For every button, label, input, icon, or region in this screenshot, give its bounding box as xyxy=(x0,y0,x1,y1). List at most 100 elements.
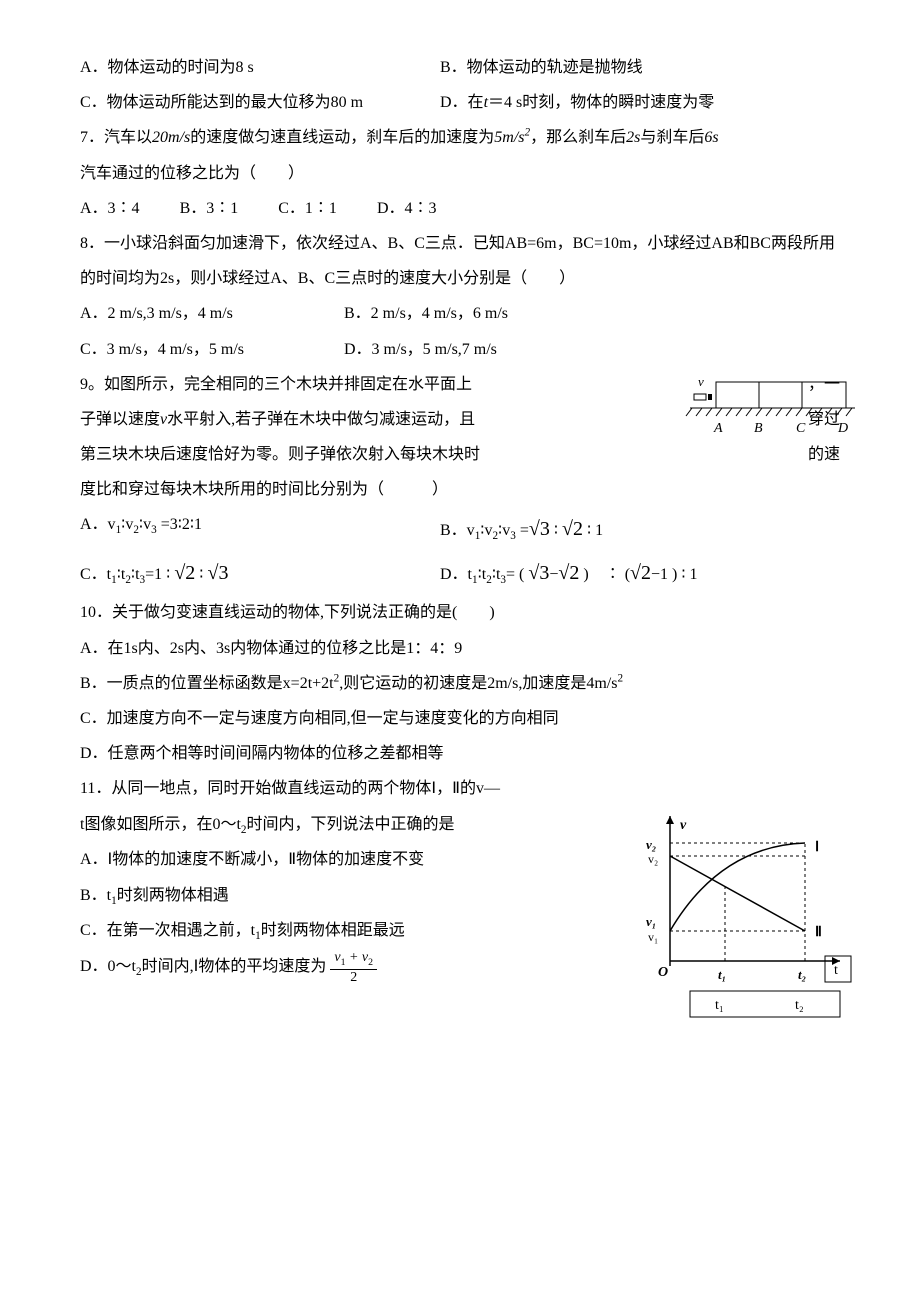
q11fn2: + v xyxy=(345,950,368,965)
q9A-2: ∶v xyxy=(121,516,133,533)
q8-row1: A．2 m/s,3 m/s，4 m/s B．2 m/s，4 m/s，6 m/s xyxy=(80,296,840,331)
q7-t1: 2s xyxy=(626,129,640,146)
q9C-3: ∶t xyxy=(131,566,140,583)
q10-C: C．加速度方向不一定与速度方向相同,但一定与速度变化的方向相同 xyxy=(80,701,840,736)
q6-row2: C．物体运动所能达到的最大位移为80 m D．在t＝4 s时刻，物体的瞬时速度为… xyxy=(80,85,840,120)
q9-fig-C: C xyxy=(796,421,806,436)
q6-A: A．物体运动的时间为8 s xyxy=(80,50,440,85)
q11Db: 时间内,Ⅰ物体的平均速度为 xyxy=(142,958,327,975)
q11-fig-O: O xyxy=(658,965,668,980)
q9-fig-D: D xyxy=(837,421,848,436)
q11-frac-num: v1 + v2 xyxy=(330,950,377,970)
q9D-2: ∶t xyxy=(478,566,487,583)
q9C-s2: √2 xyxy=(174,562,195,584)
q11-fig-II: Ⅱ xyxy=(815,925,822,940)
q9D-s3: √3 xyxy=(528,562,549,584)
q6-row1: A．物体运动的时间为8 s B．物体运动的轨迹是抛物线 xyxy=(80,50,840,85)
q11-l2a: t图像如图所示，在0～t xyxy=(80,816,241,833)
q9D-s2: √2 xyxy=(558,562,579,584)
q9-l4: 度比和穿过每块木块所用的时间比分别为（ ） xyxy=(80,472,840,507)
q11Ca: C．在第一次相遇之前，t xyxy=(80,922,255,939)
q11-figure: v v₂ v₂ v₁ v₁ O t₁ t₂ Ⅰ Ⅱ t t₁ t₂ xyxy=(630,801,860,1021)
q7-s4: 与刹车后 xyxy=(640,129,704,146)
q6-C: C．物体运动所能达到的最大位移为80 m xyxy=(80,85,440,120)
q11Da: D．0～t xyxy=(80,958,136,975)
q8-B: B．2 m/s，4 m/s，6 m/s xyxy=(344,305,508,322)
q9-block: v A B C D 9。如图所示，完全相同的三个木块并 xyxy=(80,367,840,508)
q8-D: D．3 m/s，5 m/s,7 m/s xyxy=(344,341,497,358)
q9-figure: v A B C D xyxy=(680,372,860,442)
q7-t2: 6s xyxy=(704,129,718,146)
q7-s2: 的速度做匀速直线运动，刹车后的加速度为 xyxy=(190,129,494,146)
q6-D-suffix: ＝4 s时刻，物体的瞬时速度为零 xyxy=(488,94,714,111)
q11Cb: 时刻两物体相距最远 xyxy=(261,922,405,939)
q11-fig-v2b: v₂ xyxy=(648,852,658,866)
q9C-s3: √3 xyxy=(207,562,228,584)
q9B-2: ∶v xyxy=(480,522,492,539)
q9-fig-v: v xyxy=(698,374,704,389)
q9B-4: = xyxy=(516,522,529,539)
q11Ba: B．t xyxy=(80,887,111,904)
q9B-c2: ∶ xyxy=(583,522,595,539)
q10B-2: ,则它运动的初速度是2m/s,加速度是4m/s xyxy=(339,675,617,692)
q9-options-row2: C．t1∶t2∶t3=1 ∶ √2 ∶ √3 D．t1∶t2∶t3= ( √3−… xyxy=(80,551,840,595)
q9-fig-A: A xyxy=(713,421,723,436)
q10-A: A．在1s内、2s内、3s内物体通过的位移之比是1：4：9 xyxy=(80,631,840,666)
q9B-s2: √2 xyxy=(562,518,583,540)
q11-fig-I: Ⅰ xyxy=(815,840,819,855)
q9A-3: ∶v xyxy=(139,516,151,533)
q9D-4: = ( xyxy=(506,566,528,583)
q11-fig-t2: t₂ xyxy=(798,967,806,982)
q9B-s3: √3 xyxy=(529,518,550,540)
q9-l2-p1: 子弹以速度 xyxy=(80,411,160,428)
q11-block: v v₂ v₂ v₁ v₁ O t₁ t₂ Ⅰ Ⅱ t t₁ t₂ 11．从同一… xyxy=(80,771,840,985)
q11-frac-den: 2 xyxy=(330,970,377,985)
q11-fig-t1: t₁ xyxy=(718,967,726,982)
q11Bb: 时刻两物体相遇 xyxy=(117,887,229,904)
q8-stem: 8．一小球沿斜面匀加速滑下，依次经过A、B、C三点．已知AB=6m，BC=10m… xyxy=(80,226,840,296)
q6-D: D．在t＝4 s时刻，物体的瞬时速度为零 xyxy=(440,85,714,120)
q9D-p1: ) ∶ ( xyxy=(579,566,630,583)
q9D-s2b: √2 xyxy=(630,562,651,584)
q7-C: C．1∶1 xyxy=(278,191,337,226)
q9A-1: A．v xyxy=(80,516,116,533)
q8-row2: C．3 m/s，4 m/s，5 m/s D．3 m/s，5 m/s,7 m/s xyxy=(80,332,840,367)
q10-stem: 10．关于做匀变速直线运动的物体,下列说法正确的是( ) xyxy=(80,595,840,630)
q9D-m2: −1 ) ∶ xyxy=(651,566,690,583)
q7-stem: 7．汽车以20m/s的速度做匀速直线运动，刹车后的加速度为5m/s2，那么刹车后… xyxy=(80,120,840,155)
q9B-1e: 1 xyxy=(595,522,603,539)
q9-l1a: 9。如图所示，完全相同的三个木块并排固定在水平面上 xyxy=(80,367,472,402)
q9-l2a: 子弹以速度v水平射入,若子弹在木块中做匀减速运动，且 xyxy=(80,402,475,437)
q8-C: C．3 m/s，4 m/s，5 m/s xyxy=(80,332,340,367)
q9C-1: C．t xyxy=(80,566,111,583)
q9D-1: D．t xyxy=(440,566,472,583)
q7-s1: 7．汽车以 xyxy=(80,129,152,146)
q9-C: C．t1∶t2∶t3=1 ∶ √2 ∶ √3 xyxy=(80,551,440,595)
q6-D-prefix: D．在 xyxy=(440,94,484,111)
q10-B: B．一质点的位置坐标函数是x=2t+2t2,则它运动的初速度是2m/s,加速度是… xyxy=(80,666,840,701)
q9-options-row1: A．v1∶v2∶v3 =3∶2∶1 B．v1∶v2∶v3 =√3 ∶ √2 ∶ … xyxy=(80,507,840,551)
q9B-1: B．v xyxy=(440,522,475,539)
q11-fig-t1box: t₁ xyxy=(715,998,724,1013)
q10B-s2: 2 xyxy=(617,672,623,684)
q10-D: D．任意两个相等时间间隔内物体的位移之差都相等 xyxy=(80,736,840,771)
q11-fig-v1b: v₁ xyxy=(648,930,658,944)
q9C-c1: ∶ xyxy=(195,566,207,583)
q9B-3: ∶v xyxy=(498,522,510,539)
q9-l3a: 第三块木块后速度恰好为零。则子弹依次射入每块木块时 xyxy=(80,437,480,472)
q11-fig-v2a: v₂ xyxy=(646,837,656,852)
q7-B: B．3∶1 xyxy=(180,191,239,226)
q9-B: B．v1∶v2∶v3 =√3 ∶ √2 ∶ 1 xyxy=(440,507,603,551)
q11-fig-tbox: t xyxy=(834,963,838,978)
q9C-4: =1 ∶ xyxy=(145,566,174,583)
q8-A: A．2 m/s,3 m/s，4 m/s xyxy=(80,296,340,331)
q9-A: A．v1∶v2∶v3 =3∶2∶1 xyxy=(80,507,440,551)
q9-l2-p2: 水平射入,若子弹在木块中做匀减速运动，且 xyxy=(167,411,475,428)
q9-fig-B: B xyxy=(754,421,763,436)
q9A-4: =3∶2∶1 xyxy=(157,516,202,533)
q7-a: 5m/s xyxy=(494,129,524,146)
q9B-c1: ∶ xyxy=(550,522,562,539)
q9D-1e: 1 xyxy=(690,566,698,583)
q11-fig-v1a: v₁ xyxy=(646,914,656,929)
q11-fig-v: v xyxy=(680,818,687,833)
